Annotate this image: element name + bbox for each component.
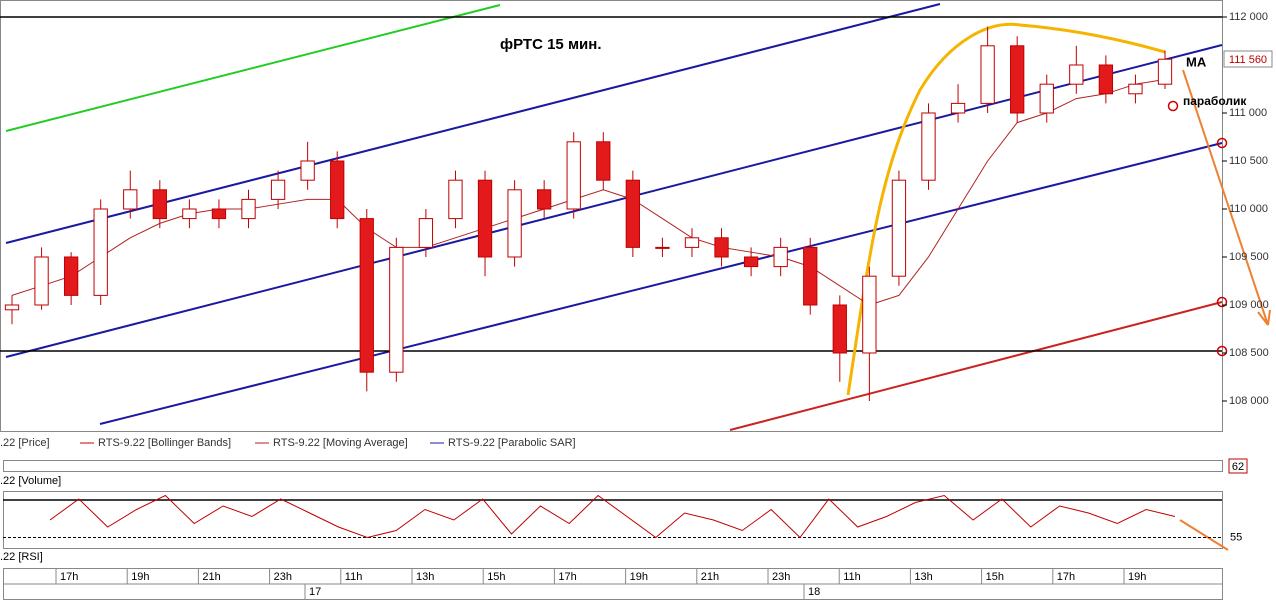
arc-drawing <box>846 22 1166 396</box>
annotation: параболик <box>1183 94 1247 108</box>
candle-body <box>1098 64 1114 95</box>
candle-body <box>773 246 788 268</box>
y-tick-label: 110 000 <box>1229 203 1268 215</box>
y-tick-label: 109 500 <box>1229 251 1269 263</box>
time-label: 19h <box>131 571 149 583</box>
time-label: 23h <box>772 571 790 583</box>
time-label: 19h <box>630 571 648 583</box>
moving-average <box>11 78 1166 306</box>
time-label: 23h <box>274 571 292 583</box>
candle-body <box>862 275 877 354</box>
panel-label: .22 [Volume] <box>0 475 61 487</box>
value-box <box>1228 458 1248 474</box>
marker <box>1216 137 1228 149</box>
time-label: 17h <box>558 571 576 583</box>
candle-body <box>270 179 286 200</box>
candle-body <box>123 189 138 210</box>
candle-body <box>359 218 374 373</box>
time-label: 21h <box>701 571 719 583</box>
candle-body <box>596 141 611 181</box>
rsi-tick-label: 55 <box>1230 531 1242 543</box>
candle-body <box>448 179 463 220</box>
marker <box>1216 296 1228 308</box>
candle-body <box>477 179 493 258</box>
candle-body <box>241 198 256 220</box>
candle-body <box>418 218 434 248</box>
arrow <box>1182 69 1271 326</box>
panel-label: .22 [RSI] <box>0 551 43 563</box>
y-tick-label: 110 500 <box>1229 155 1268 167</box>
trend-line <box>5 4 501 132</box>
current-price: 111 560 <box>1229 54 1267 66</box>
legend-entry: RTS-9.22 [Moving Average] <box>273 437 408 449</box>
price-box <box>1223 50 1273 68</box>
candle-body <box>1128 83 1143 95</box>
marker <box>1216 345 1228 357</box>
candle-body <box>389 246 404 373</box>
y-tick-label: 108 000 <box>1229 395 1269 407</box>
trend-line <box>99 142 1223 425</box>
candle-body <box>34 256 49 306</box>
time-label: 15h <box>986 571 1004 583</box>
candle-body <box>537 189 552 210</box>
date-label: 17 <box>309 586 321 598</box>
volume-value: 62 <box>1232 461 1244 473</box>
trend-line <box>729 301 1223 431</box>
legend-entry: .22 [Price] <box>0 437 50 449</box>
arrow <box>1179 519 1229 551</box>
candle-body <box>743 256 759 268</box>
candle-body <box>714 237 729 258</box>
candle-body <box>182 208 197 220</box>
candle-body <box>921 112 936 181</box>
candle-body <box>1039 83 1054 114</box>
drawings <box>0 3 1271 551</box>
candle-body <box>300 160 315 181</box>
candle-body <box>566 141 581 210</box>
time-label: 17h <box>60 571 78 583</box>
candle-body <box>63 256 79 296</box>
time-label: 11h <box>843 571 861 583</box>
candle-body <box>211 208 227 220</box>
time-label: 15h <box>487 571 505 583</box>
time-label: 13h <box>914 571 932 583</box>
volume-panel <box>3 460 1223 472</box>
candle-body <box>1157 58 1173 85</box>
candle-body <box>980 45 995 104</box>
candle-body <box>152 189 167 220</box>
y-tick-label: 112 000 <box>1229 11 1268 23</box>
candle-body <box>93 208 108 296</box>
rsi-panel <box>3 491 1223 549</box>
candle-body <box>950 102 966 114</box>
legend-entry: RTS-9.22 [Bollinger Bands] <box>98 437 231 449</box>
candle-body <box>891 179 907 277</box>
candle-body <box>507 189 522 258</box>
time-label: 19h <box>1128 571 1146 583</box>
rsi-line <box>49 494 1176 539</box>
annotation: MA <box>1186 54 1207 69</box>
y-tick-label: 108 500 <box>1229 347 1269 359</box>
candle-body <box>330 160 345 220</box>
legend-entry: RTS-9.22 [Parabolic SAR] <box>448 437 576 449</box>
chart-title: фРТС 15 мин. <box>500 36 602 53</box>
date-label: 18 <box>808 586 820 598</box>
time-label: 11h <box>345 571 363 583</box>
candle-body <box>625 179 640 248</box>
candle-body <box>655 246 670 249</box>
marker <box>1167 100 1179 112</box>
time-label: 17h <box>1057 571 1075 583</box>
candle-body <box>803 246 818 306</box>
y-tick-label: 109 000 <box>1229 299 1269 311</box>
time-label: 13h <box>416 571 434 583</box>
candle-body <box>4 304 20 311</box>
candle-body <box>1010 45 1025 114</box>
y-tick-label: 111 000 <box>1229 107 1267 119</box>
candle-body <box>684 237 700 248</box>
candle-body <box>1069 64 1084 85</box>
time-label: 21h <box>202 571 220 583</box>
candle-body <box>832 304 847 354</box>
